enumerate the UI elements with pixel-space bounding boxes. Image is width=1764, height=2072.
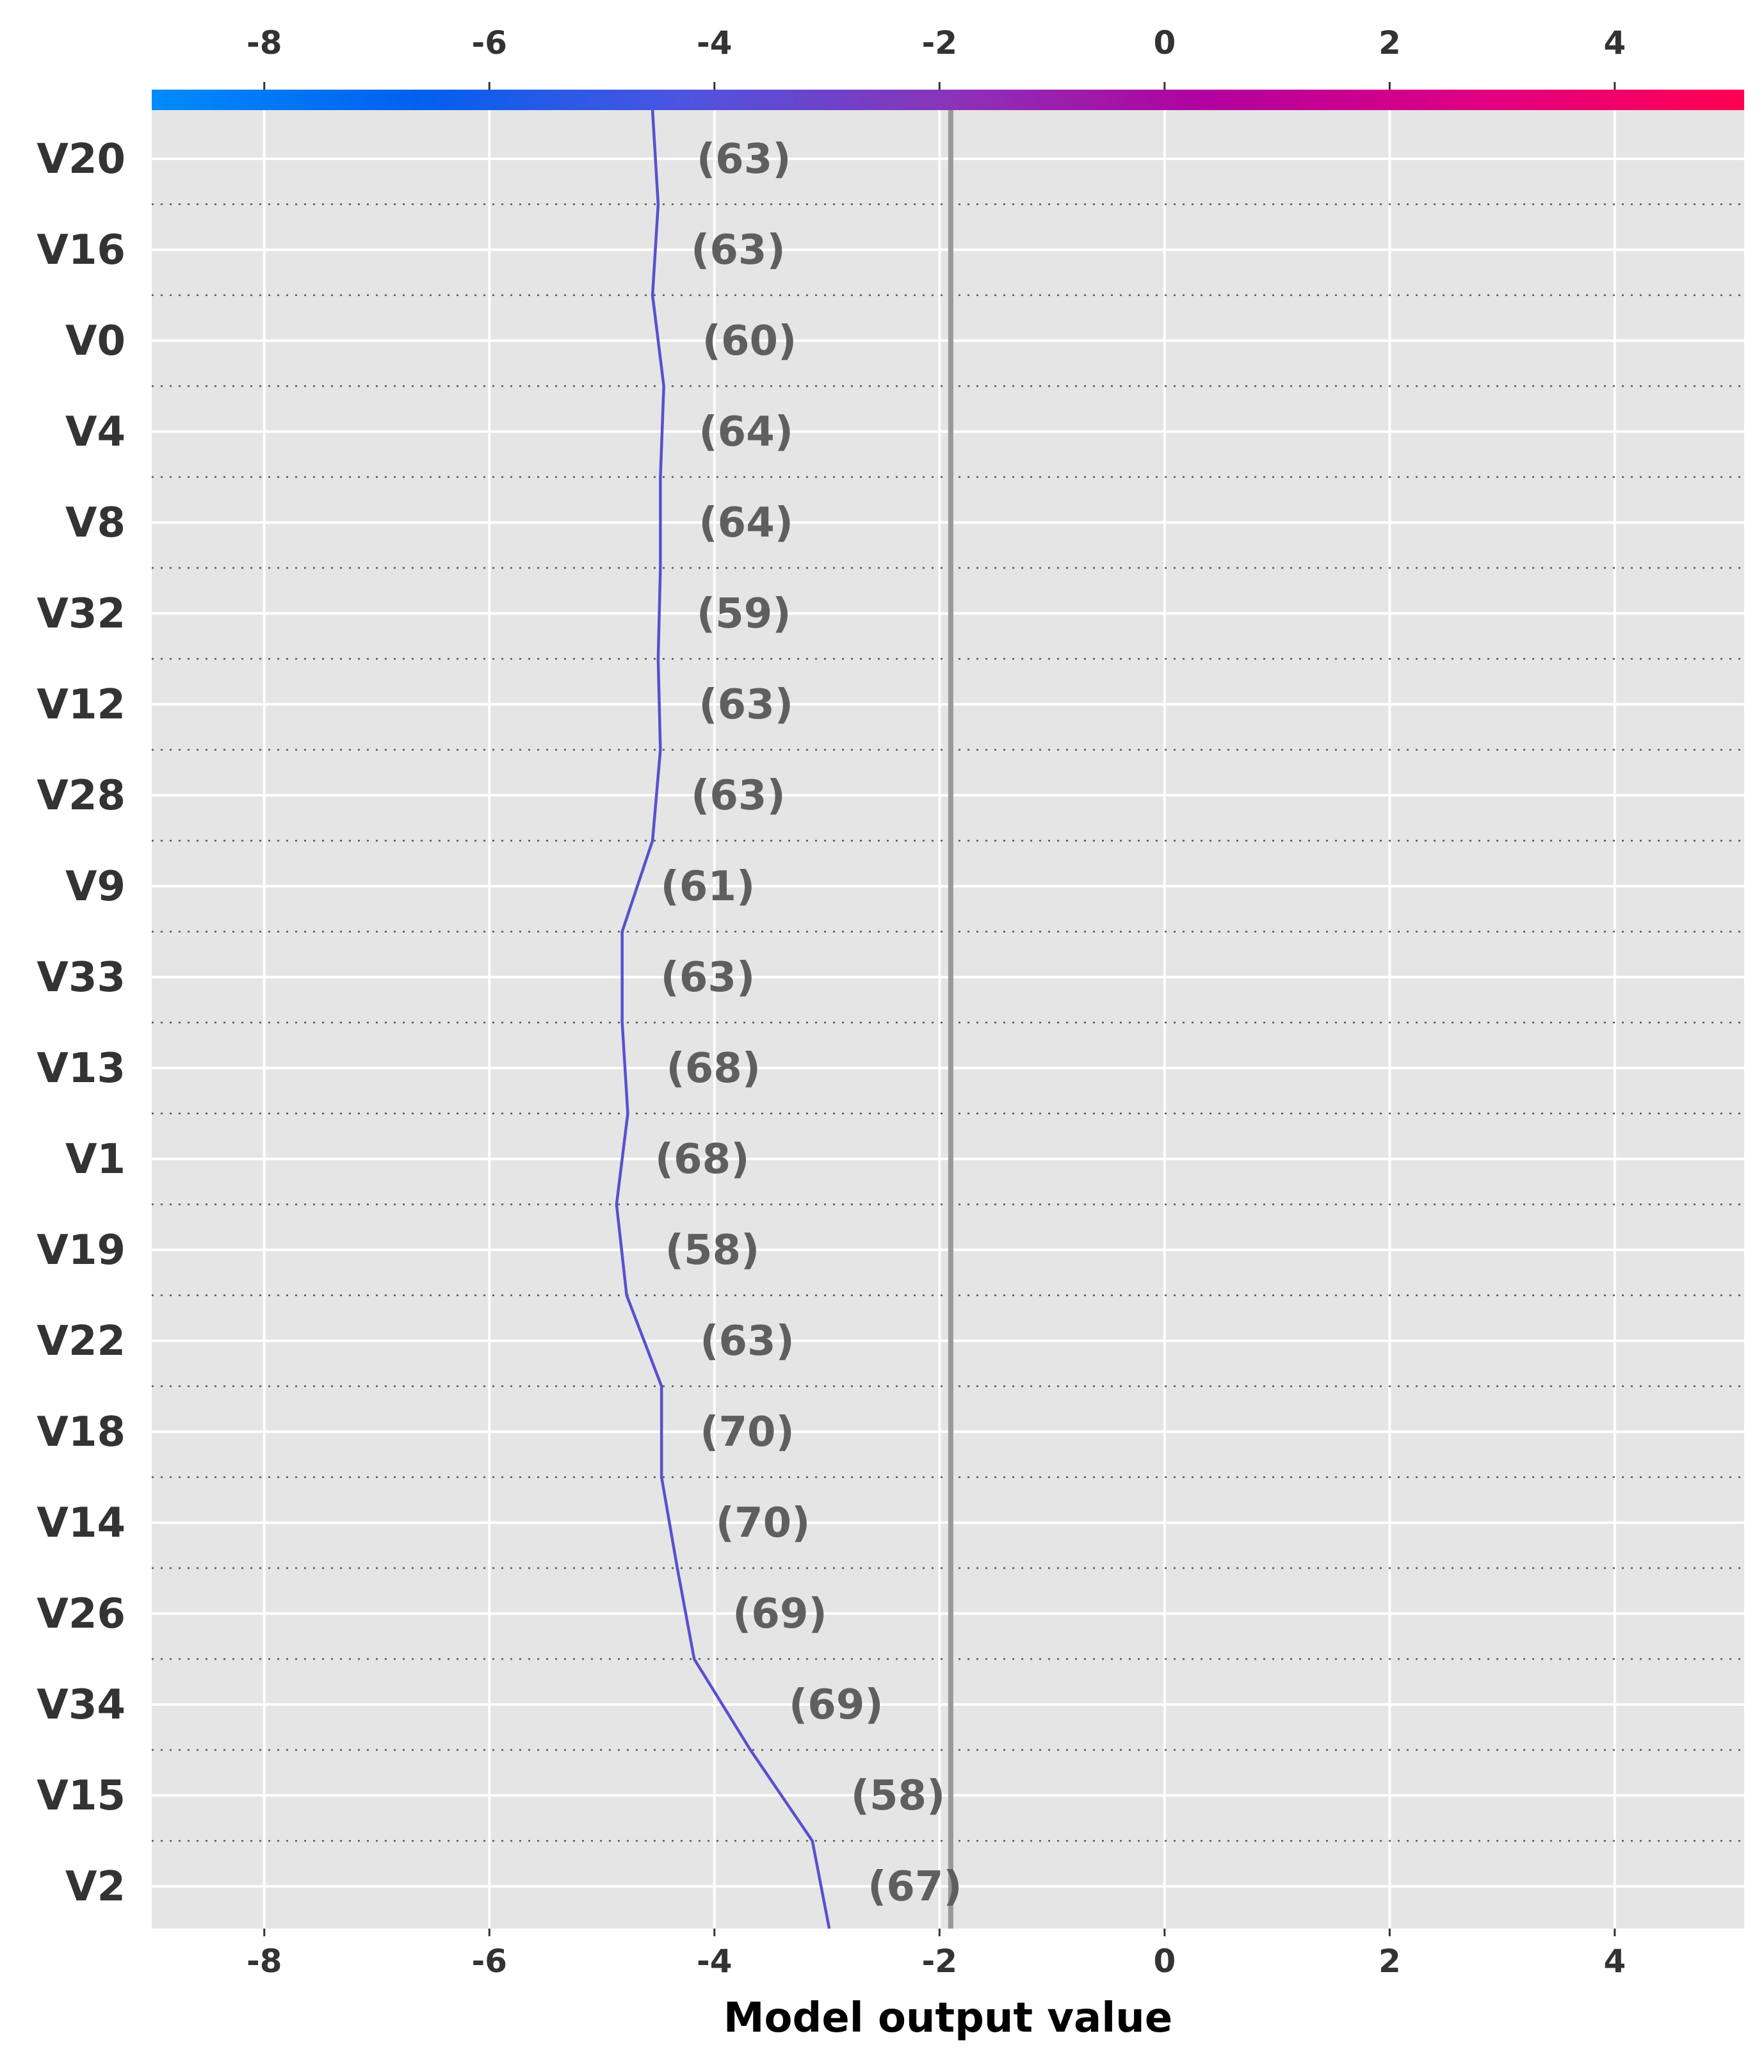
top-tick-label: 2 (1379, 24, 1401, 61)
feature-value-v28: (63) (691, 772, 786, 820)
horizontal-gridlines (152, 158, 1744, 1888)
feature-label-v9: V9 (65, 863, 125, 911)
decision-path-line (615, 109, 831, 1929)
feature-label-v26: V26 (36, 1590, 125, 1638)
feature-label-v18: V18 (36, 1409, 125, 1456)
feature-value-labels: (63) (63) (60) (64) (64) (59) (63) (63) (61) (63)… (655, 136, 962, 1911)
bottom-tick-label: -2 (922, 1943, 958, 1980)
bottom-tick-label: 2 (1379, 1943, 1401, 1980)
top-tick-label: -8 (247, 24, 282, 61)
feature-value-v13: (68) (666, 1045, 761, 1092)
feature-value-v4: (64) (699, 409, 793, 456)
feature-label-v2: V2 (65, 1863, 125, 1911)
feature-value-v14: (70) (716, 1500, 811, 1547)
feature-label-v8: V8 (65, 499, 125, 547)
feature-label-v22: V22 (36, 1318, 125, 1365)
feature-label-v34: V34 (36, 1681, 125, 1729)
feature-label-v0: V0 (65, 318, 125, 365)
feature-label-v12: V12 (36, 681, 125, 729)
feature-label-v32: V32 (36, 590, 125, 638)
feature-value-v12: (63) (699, 681, 793, 729)
feature-value-v34: (69) (789, 1681, 884, 1729)
feature-value-v2: (67) (868, 1863, 962, 1911)
feature-value-v22: (63) (700, 1318, 795, 1365)
feature-label-v28: V28 (36, 772, 125, 820)
feature-value-v8: (64) (699, 499, 793, 547)
bottom-axis-ticks: -8 -6 -4 -2 0 2 4 (247, 1929, 1626, 1980)
feature-label-v33: V33 (36, 954, 125, 1001)
feature-label-v16: V16 (36, 227, 125, 274)
feature-value-v15: (58) (851, 1772, 946, 1820)
top-tick-label: 4 (1603, 24, 1626, 61)
bottom-tick-label: 4 (1603, 1943, 1626, 1980)
plot-background (152, 90, 1744, 1929)
feature-label-v13: V13 (36, 1045, 125, 1092)
feature-label-v1: V1 (65, 1136, 125, 1183)
feature-value-v26: (69) (732, 1590, 827, 1638)
colorbar (152, 90, 1744, 110)
top-tick-label: -2 (922, 24, 958, 61)
feature-label-v4: V4 (65, 409, 125, 456)
top-tick-label: -6 (472, 24, 508, 61)
feature-value-v1: (68) (655, 1136, 750, 1183)
feature-value-v0: (60) (702, 318, 797, 365)
bottom-tick-label: -4 (697, 1943, 732, 1980)
bottom-tick-label: 0 (1153, 1943, 1176, 1980)
top-tick-label: 0 (1153, 24, 1176, 61)
feature-value-v20: (63) (697, 136, 791, 183)
vertical-gridlines (263, 90, 1616, 1929)
x-axis-title: Model output value (724, 1995, 1172, 2042)
feature-value-v18: (70) (700, 1409, 795, 1456)
feature-value-v33: (63) (661, 954, 756, 1001)
feature-value-v32: (59) (697, 590, 791, 638)
feature-value-v9: (61) (661, 863, 756, 911)
bottom-tick-label: -6 (472, 1943, 508, 1980)
row-separators (152, 203, 1744, 1842)
bottom-tick-label: -8 (247, 1943, 282, 1980)
feature-label-v19: V19 (36, 1227, 125, 1274)
feature-label-v15: V15 (36, 1772, 125, 1820)
feature-value-v19: (58) (665, 1227, 760, 1274)
feature-label-v14: V14 (36, 1500, 125, 1547)
top-tick-label: -4 (697, 24, 732, 61)
top-axis-ticks: -8 -6 -4 -2 0 2 4 (247, 24, 1626, 90)
feature-label-v20: V20 (36, 136, 125, 183)
feature-value-v16: (63) (691, 227, 786, 274)
feature-labels: V20 V16 V0 V4 V8 V32 V12 V28 V9 V33 V13 V1 V19 V22 V18… (36, 136, 125, 1911)
